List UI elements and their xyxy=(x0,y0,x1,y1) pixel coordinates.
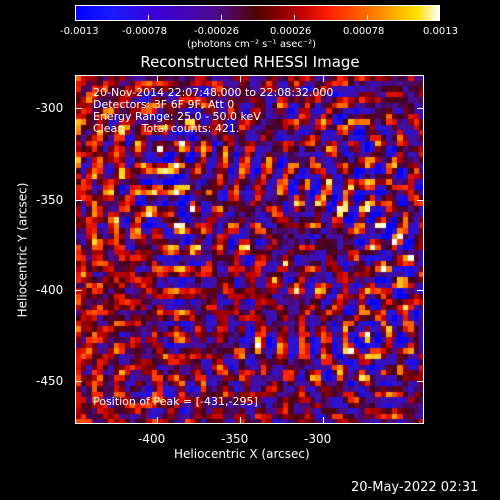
annotation-energy: Energy Range: 25.0 - 50.0 keV xyxy=(93,110,261,123)
colorbar-tick-label: 0.0013 xyxy=(423,26,458,37)
annotation-method: Clean Total counts: 421. xyxy=(93,122,240,135)
annotation-time: 20-Nov-2014 22:07:48.000 to 22:08:32.000 xyxy=(93,86,334,99)
chart-title: Reconstructed RHESSI Image xyxy=(140,53,360,71)
y-tick-label: -400 xyxy=(36,283,64,297)
y-tick-label: -300 xyxy=(36,101,64,115)
x-tick-label: -350 xyxy=(221,432,249,446)
colorbar-tick-label: -0.00026 xyxy=(194,26,239,37)
colorbar-tick-label: 0.00078 xyxy=(343,26,385,37)
colorbar-tick-label: -0.0013 xyxy=(60,26,99,37)
colorbar-tick-label: 0.00026 xyxy=(270,26,312,37)
colorbar-tick-label: -0.00078 xyxy=(122,26,167,37)
x-tick-label: -400 xyxy=(138,432,166,446)
colorbar xyxy=(75,5,440,21)
y-tick-label: -350 xyxy=(36,193,64,207)
x-axis-label: Heliocentric X (arcsec) xyxy=(174,447,310,461)
y-tick-label: -450 xyxy=(36,374,64,388)
plot-area xyxy=(75,75,424,424)
x-tick-label: -300 xyxy=(304,432,332,446)
annotation-peak: Position of Peak = [-431,-295] xyxy=(93,395,258,408)
y-axis-label: Heliocentric Y (arcsec) xyxy=(15,182,30,318)
heatmap-image xyxy=(76,76,423,423)
annotation-detectors: Detectors: 3F 6F 9F, Att 0 xyxy=(93,98,235,111)
colorbar-units: (photons cm⁻² s⁻¹ asec⁻²) xyxy=(187,39,317,50)
footer-timestamp: 20-May-2022 02:31 xyxy=(351,480,479,495)
